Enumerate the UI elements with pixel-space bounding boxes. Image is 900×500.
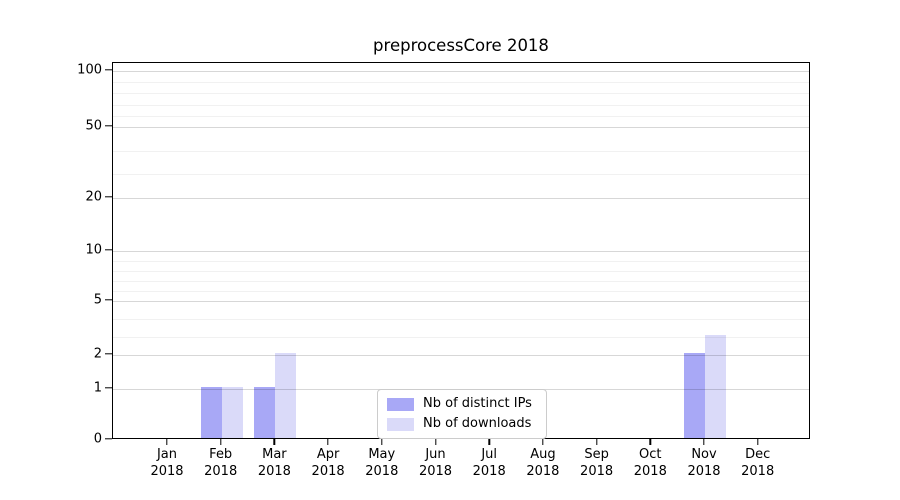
chart-title: preprocessCore 2018 (373, 36, 549, 55)
gridline-major (113, 71, 809, 72)
bar-downloads (221, 387, 243, 438)
x-tick-mark (488, 439, 490, 445)
y-tick-mark (105, 387, 112, 389)
gridline-minor (113, 291, 809, 292)
bar-downloads (705, 335, 726, 438)
x-tick-label: Dec 2018 (741, 447, 775, 479)
y-tick-mark (105, 249, 112, 251)
y-tick-label: 50 (85, 118, 102, 134)
legend-swatch (387, 417, 414, 431)
x-tick-mark (381, 439, 383, 445)
gridline-minor (113, 319, 809, 320)
x-tick-mark (327, 439, 329, 445)
x-tick-label: Feb 2018 (204, 447, 238, 479)
gridline-minor (113, 281, 809, 282)
gridline-major (113, 301, 809, 302)
x-tick-label: Sep 2018 (580, 447, 614, 479)
bar-distinct-ips (200, 387, 222, 438)
bar-distinct-ips (684, 353, 705, 438)
y-tick-mark (105, 125, 112, 127)
x-tick-mark (703, 439, 705, 445)
y-tick-mark (105, 69, 112, 71)
gridline-minor (113, 93, 809, 95)
y-tick-mark (105, 299, 112, 301)
gridline-major (113, 198, 809, 199)
legend-label: Nb of distinct IPs (423, 396, 532, 411)
legend-item: Nb of downloads (387, 417, 532, 431)
legend-item: Nb of distinct IPs (387, 397, 532, 411)
x-tick-mark (756, 439, 759, 445)
y-tick-label: 1 (93, 380, 102, 396)
x-tick-label: Jan 2018 (150, 447, 184, 479)
x-tick-label: Apr 2018 (311, 447, 345, 479)
y-tick-label: 10 (85, 242, 102, 258)
y-tick-mark (105, 196, 112, 198)
gridline-major (113, 127, 809, 128)
x-tick-mark (649, 439, 651, 445)
x-tick-mark (542, 439, 544, 445)
x-tick-mark (434, 439, 437, 445)
plot-area: Nb of distinct IPs Nb of downloads (112, 62, 810, 439)
gridline-minor (113, 271, 809, 272)
y-tick-label: 5 (93, 292, 102, 308)
x-tick-mark (219, 439, 222, 445)
legend-label: Nb of downloads (423, 416, 532, 431)
gridline-minor (113, 261, 809, 262)
x-tick-label: Mar 2018 (257, 447, 291, 479)
gridline-minor (113, 150, 809, 152)
gridline-minor (113, 174, 809, 176)
gridline-minor (113, 115, 809, 117)
y-tick-label: 100 (77, 62, 102, 78)
gridline-major (113, 251, 809, 252)
x-tick-label: Nov 2018 (687, 447, 721, 479)
x-tick-mark (273, 439, 276, 445)
x-tick-label: Aug 2018 (526, 447, 560, 479)
x-tick-label: Jun 2018 (418, 447, 453, 479)
y-tick-label: 2 (93, 346, 102, 362)
x-tick-label: Oct 2018 (633, 447, 667, 479)
x-tick-label: Jul 2018 (472, 447, 506, 479)
x-tick-label: May 2018 (365, 447, 399, 479)
y-tick-label: 20 (85, 189, 102, 205)
gridline-minor (113, 82, 809, 84)
legend-swatch (387, 397, 414, 411)
bar-distinct-ips (254, 387, 276, 438)
x-tick-mark (166, 439, 168, 445)
y-tick-label: 0 (93, 431, 102, 447)
y-tick-mark (105, 438, 112, 440)
y-tick-mark (105, 353, 112, 355)
gridline-minor (113, 104, 809, 106)
bar-downloads (275, 353, 297, 438)
legend: Nb of distinct IPs Nb of downloads (377, 389, 547, 439)
x-tick-mark (595, 439, 598, 445)
